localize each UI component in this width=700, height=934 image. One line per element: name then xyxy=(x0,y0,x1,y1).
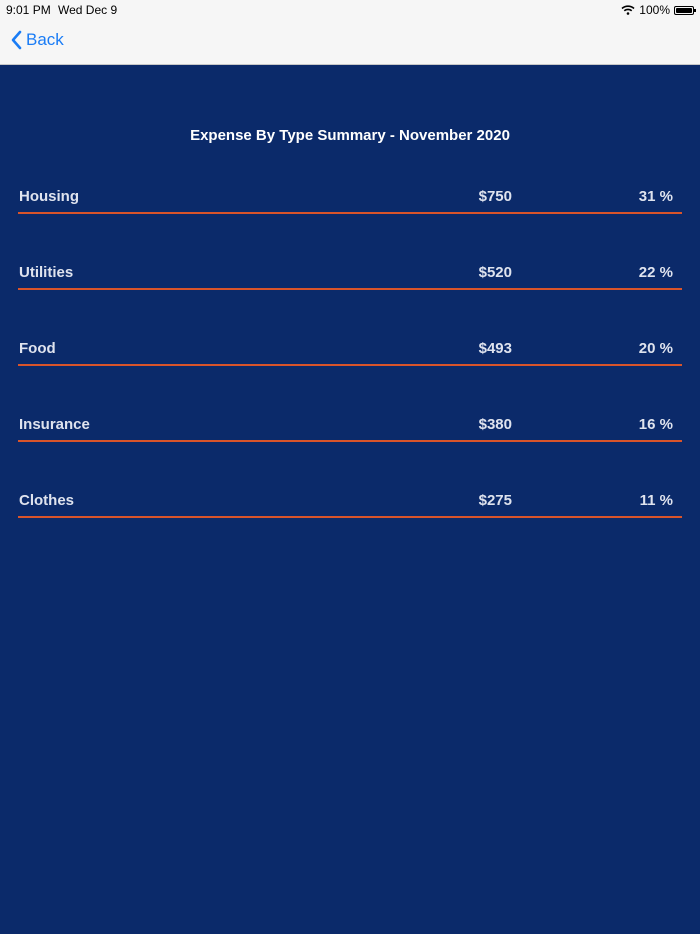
expense-amount: $380 xyxy=(478,416,512,433)
expense-name: Housing xyxy=(19,188,79,205)
expense-amount: $520 xyxy=(478,264,512,281)
status-right: 100% xyxy=(621,3,696,17)
expense-name: Insurance xyxy=(19,416,90,433)
expense-amount: $493 xyxy=(478,340,512,357)
expense-name: Food xyxy=(19,340,56,357)
expense-row: Housing $750 31 % xyxy=(18,182,682,214)
battery-icon xyxy=(674,5,696,15)
expense-percent: 11 % xyxy=(639,492,673,509)
expense-row: Insurance $380 16 % xyxy=(18,410,682,442)
wifi-icon xyxy=(621,5,635,15)
expense-percent: 31 % xyxy=(638,188,673,205)
expense-name: Clothes xyxy=(19,492,75,509)
expense-percent: 20 % xyxy=(638,340,673,357)
back-button[interactable]: Back xyxy=(10,30,64,50)
status-bar: 9:01 PM Wed Dec 9 100% xyxy=(0,0,700,20)
status-time: 9:01 PM xyxy=(6,3,51,17)
expense-percent: 22 % xyxy=(638,264,673,281)
chevron-left-icon xyxy=(11,30,22,50)
expense-amount: $275 xyxy=(478,492,512,509)
page-title: Expense By Type Summary - November 2020 xyxy=(190,127,510,144)
expense-name: Utilities xyxy=(19,264,74,281)
status-date: Wed Dec 9 xyxy=(58,3,118,17)
battery-percent: 100% xyxy=(639,3,670,17)
expense-percent: 16 % xyxy=(638,416,673,433)
nav-bar: Back xyxy=(0,20,700,65)
expense-amount: $750 xyxy=(478,188,512,205)
back-label: Back xyxy=(26,30,64,49)
expense-row: Clothes $275 11 % xyxy=(18,486,682,518)
expense-row: Food $493 20 % xyxy=(18,334,682,366)
expense-row: Utilities $520 22 % xyxy=(18,258,682,290)
